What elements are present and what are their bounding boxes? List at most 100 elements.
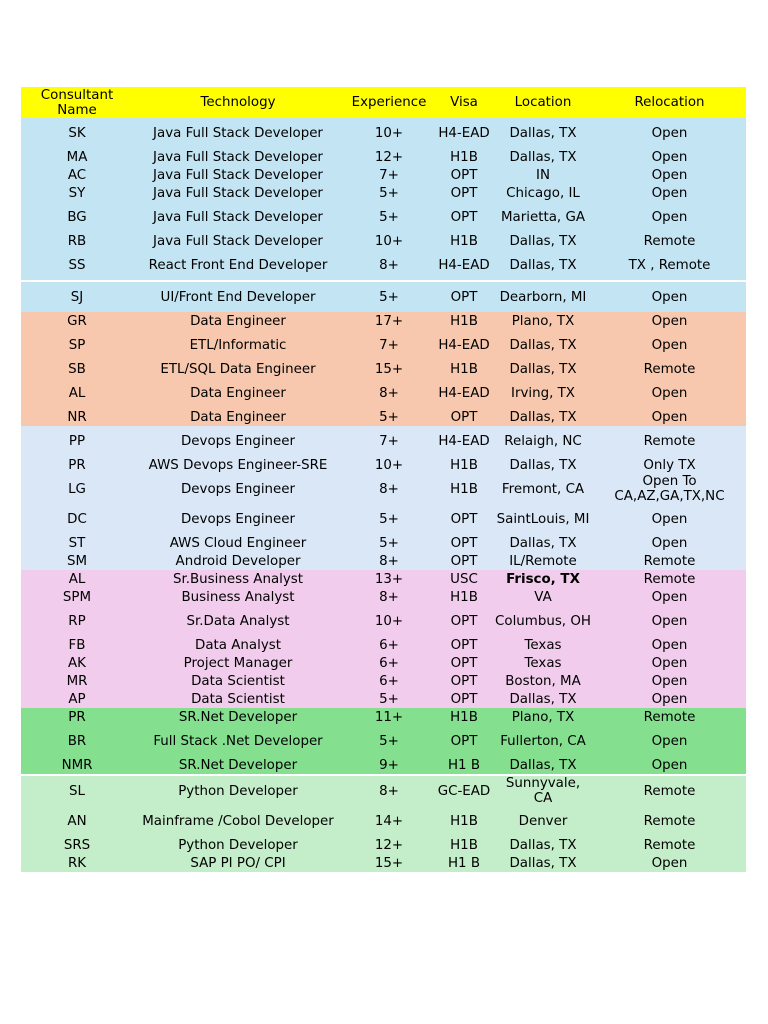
cell-relocation: Open	[593, 378, 746, 408]
cell-technology: Java Full Stack Developer	[133, 184, 343, 202]
cell-visa: OPT	[435, 672, 493, 690]
cell-experience: 15+	[343, 360, 435, 378]
header-consultant-name: Consultant Name	[21, 87, 133, 118]
cell-visa: H1B	[435, 232, 493, 250]
table-row: PP Devops Engineer 7+ H4-EAD Relaigh, NC…	[21, 426, 746, 456]
cell-visa: H1B	[435, 806, 493, 836]
cell-name: SJ	[21, 280, 133, 312]
cell-name: RK	[21, 854, 133, 872]
cell-name: AC	[21, 166, 133, 184]
table-row: AK Project Manager 6+ OPT Texas Open	[21, 654, 746, 672]
cell-experience: 5+	[343, 408, 435, 426]
cell-location: Marietta, GA	[493, 202, 593, 232]
cell-name: AK	[21, 654, 133, 672]
cell-name: MA	[21, 148, 133, 166]
cell-technology: Devops Engineer	[133, 426, 343, 456]
cell-experience: 5+	[343, 690, 435, 708]
cell-relocation: Open	[593, 408, 746, 426]
cell-relocation: Open	[593, 588, 746, 606]
cell-visa: H4-EAD	[435, 426, 493, 456]
table-row: MR Data Scientist 6+ OPT Boston, MA Open	[21, 672, 746, 690]
cell-location: Dallas, TX	[493, 408, 593, 426]
table-row: RK SAP PI PO/ CPI 15+ H1 B Dallas, TX Op…	[21, 854, 746, 872]
cell-relocation: Remote	[593, 360, 746, 378]
cell-relocation: Open	[593, 148, 746, 166]
cell-name: AL	[21, 570, 133, 588]
cell-location: SaintLouis, MI	[493, 504, 593, 534]
cell-visa: OPT	[435, 202, 493, 232]
cell-experience: 8+	[343, 378, 435, 408]
cell-experience: 12+	[343, 148, 435, 166]
cell-experience: 11+	[343, 708, 435, 726]
cell-location: Dallas, TX	[493, 250, 593, 281]
cell-relocation: Open	[593, 636, 746, 654]
cell-visa: H1B	[435, 836, 493, 854]
cell-experience: 7+	[343, 426, 435, 456]
cell-location: Dallas, TX	[493, 360, 593, 378]
cell-experience: 5+	[343, 280, 435, 312]
header-visa: Visa	[435, 87, 493, 118]
cell-visa: GC-EAD	[435, 774, 493, 806]
cell-name: BR	[21, 726, 133, 756]
cell-experience: 8+	[343, 474, 435, 504]
cell-name: SS	[21, 250, 133, 281]
cell-relocation: Open	[593, 202, 746, 232]
cell-experience: 5+	[343, 184, 435, 202]
cell-technology: Sr.Business Analyst	[133, 570, 343, 588]
cell-relocation: Open	[593, 504, 746, 534]
cell-relocation: Remote	[593, 426, 746, 456]
cell-name: SL	[21, 774, 133, 806]
table-header-row: Consultant Name Technology Experience Vi…	[21, 87, 746, 118]
table-row: SJ UI/Front End Developer 5+ OPT Dearbor…	[21, 280, 746, 312]
cell-experience: 12+	[343, 836, 435, 854]
table-row: DC Devops Engineer 5+ OPT SaintLouis, MI…	[21, 504, 746, 534]
cell-technology: Java Full Stack Developer	[133, 232, 343, 250]
cell-experience: 5+	[343, 534, 435, 552]
cell-technology: SAP PI PO/ CPI	[133, 854, 343, 872]
cell-relocation: Open	[593, 312, 746, 330]
header-technology: Technology	[133, 87, 343, 118]
cell-technology: SR.Net Developer	[133, 756, 343, 775]
cell-relocation: Open To CA,AZ,GA,TX,NC	[593, 474, 746, 504]
cell-name: SPM	[21, 588, 133, 606]
cell-visa: H1 B	[435, 756, 493, 775]
cell-relocation: Open	[593, 184, 746, 202]
cell-experience: 10+	[343, 456, 435, 474]
cell-experience: 6+	[343, 636, 435, 654]
cell-experience: 6+	[343, 654, 435, 672]
cell-name: LG	[21, 474, 133, 504]
cell-name: SRS	[21, 836, 133, 854]
cell-visa: H1B	[435, 312, 493, 330]
cell-name: AN	[21, 806, 133, 836]
cell-technology: Java Full Stack Developer	[133, 202, 343, 232]
table-row: FB Data Analyst 6+ OPT Texas Open	[21, 636, 746, 654]
cell-relocation: Open	[593, 726, 746, 756]
cell-location: Boston, MA	[493, 672, 593, 690]
cell-location: Texas	[493, 636, 593, 654]
cell-experience: 8+	[343, 588, 435, 606]
cell-experience: 5+	[343, 726, 435, 756]
cell-technology: Java Full Stack Developer	[133, 166, 343, 184]
cell-experience: 10+	[343, 606, 435, 636]
cell-visa: OPT	[435, 606, 493, 636]
cell-relocation: Remote	[593, 836, 746, 854]
cell-relocation: Open	[593, 606, 746, 636]
cell-name: GR	[21, 312, 133, 330]
cell-name: RB	[21, 232, 133, 250]
cell-visa: OPT	[435, 504, 493, 534]
table-row: SRS Python Developer 12+ H1B Dallas, TX …	[21, 836, 746, 854]
cell-location: Frisco, TX	[493, 570, 593, 588]
cell-experience: 8+	[343, 552, 435, 570]
cell-visa: OPT	[435, 184, 493, 202]
cell-experience: 7+	[343, 166, 435, 184]
cell-location: Dallas, TX	[493, 330, 593, 360]
cell-technology: Mainframe /Cobol Developer	[133, 806, 343, 836]
table-row: BG Java Full Stack Developer 5+ OPT Mari…	[21, 202, 746, 232]
cell-visa: OPT	[435, 690, 493, 708]
cell-location: Irving, TX	[493, 378, 593, 408]
cell-visa: OPT	[435, 654, 493, 672]
cell-location: Dallas, TX	[493, 756, 593, 775]
cell-name: FB	[21, 636, 133, 654]
cell-experience: 5+	[343, 202, 435, 232]
consultant-hotlist-sheet: Consultant Name Technology Experience Vi…	[21, 87, 746, 872]
